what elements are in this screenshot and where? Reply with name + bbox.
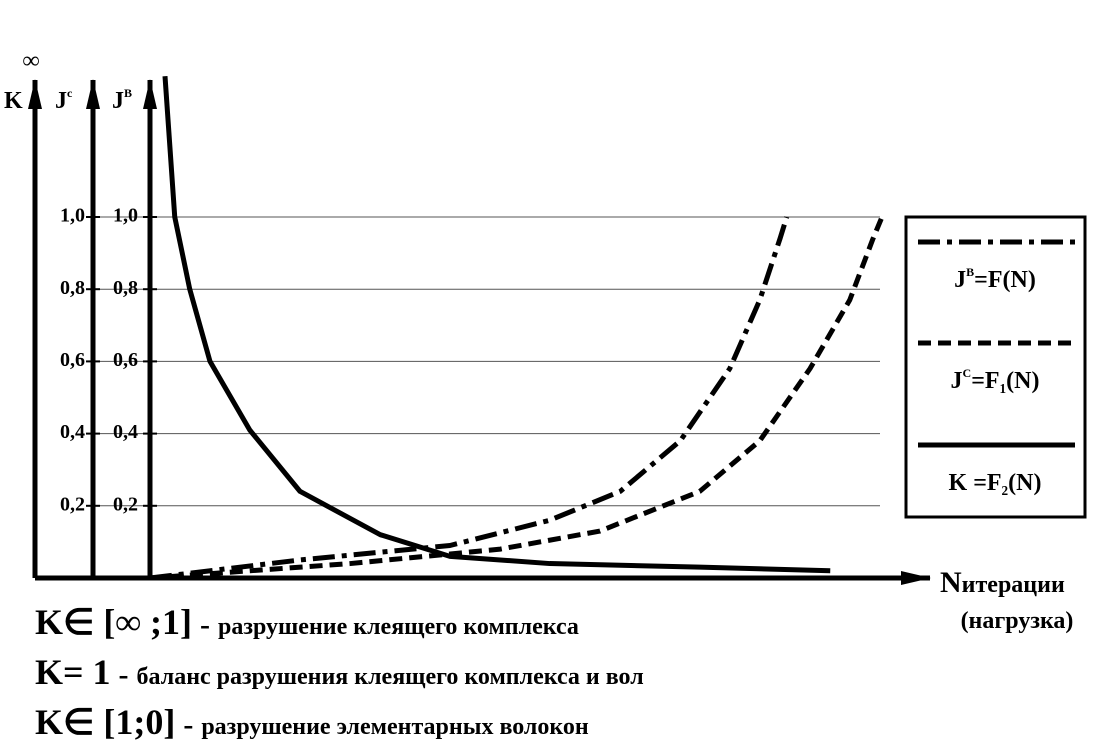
y2-tick-label: 0,4	[113, 421, 138, 443]
label: JC=F1(N)	[951, 366, 1040, 396]
note-dash: -	[119, 658, 129, 691]
label: Jc	[55, 86, 73, 114]
label-part: C	[963, 366, 972, 380]
note-formula: K∈ [1;0]	[35, 702, 175, 742]
label-part: K	[4, 88, 23, 114]
label: K =F2(N)	[949, 470, 1042, 498]
note-formula: K∈ [∞ ;1]	[35, 602, 192, 642]
note-dash: -	[200, 608, 210, 641]
label-part: =F	[971, 368, 999, 394]
y-tick-label: 0,2	[60, 493, 85, 515]
label: JВ	[112, 86, 132, 114]
label-part: (N)	[1006, 368, 1039, 394]
label-part: J	[951, 368, 963, 394]
y2-tick-label: 0,6	[113, 349, 138, 371]
label-part: J	[55, 88, 67, 114]
series-line	[149, 216, 885, 581]
x-label-line2: (нагрузка)	[961, 608, 1074, 634]
note: K= 1- баланс разрушения клеящего комплекс…	[35, 652, 644, 692]
label-part: (N)	[1008, 470, 1041, 496]
label: K	[4, 88, 23, 114]
note-text: разрушение элементарных волокон	[201, 714, 589, 740]
label-part: =F(N)	[974, 267, 1036, 293]
label: JВ=F(N)	[954, 265, 1036, 293]
y2-tick-label: 0,8	[113, 277, 138, 299]
label-part: J	[954, 267, 966, 293]
y2-tick-label: 1,0	[113, 205, 138, 227]
series-line	[162, 76, 831, 574]
legend-box	[904, 215, 1087, 519]
axes	[28, 79, 931, 585]
y2-tick-label: 0,2	[113, 493, 138, 515]
y-tick-label: 0,4	[60, 421, 85, 443]
label-part: N	[940, 566, 962, 599]
note: K∈ [1;0] - разрушение элементарных волокон	[35, 702, 589, 742]
label-part: В	[124, 86, 132, 100]
label: Nитерации	[940, 566, 1065, 599]
label-part: J	[112, 88, 124, 114]
y-tick-label: 0,8	[60, 277, 85, 299]
label-part: c	[67, 86, 73, 100]
label-part: 1	[1000, 381, 1007, 396]
y-tick-label: 0,6	[60, 349, 85, 371]
label-part: итерации	[962, 572, 1065, 598]
series-line	[149, 216, 790, 581]
label-part: 2	[1002, 483, 1009, 498]
note-formula: K= 1	[35, 652, 111, 692]
y-tick-label: 1,0	[60, 205, 85, 227]
axis-symbol: ∞	[22, 48, 39, 74]
note-text: разрушение клеящего комплекса	[218, 614, 579, 640]
note-dash: -	[183, 708, 193, 741]
note-text: баланс разрушения клеящего комплекса и в…	[137, 664, 644, 690]
label-part: K =F	[949, 470, 1002, 496]
note: K∈ [∞ ;1] - разрушение клеящего комплекса	[35, 602, 579, 642]
label-part: В	[966, 265, 974, 279]
